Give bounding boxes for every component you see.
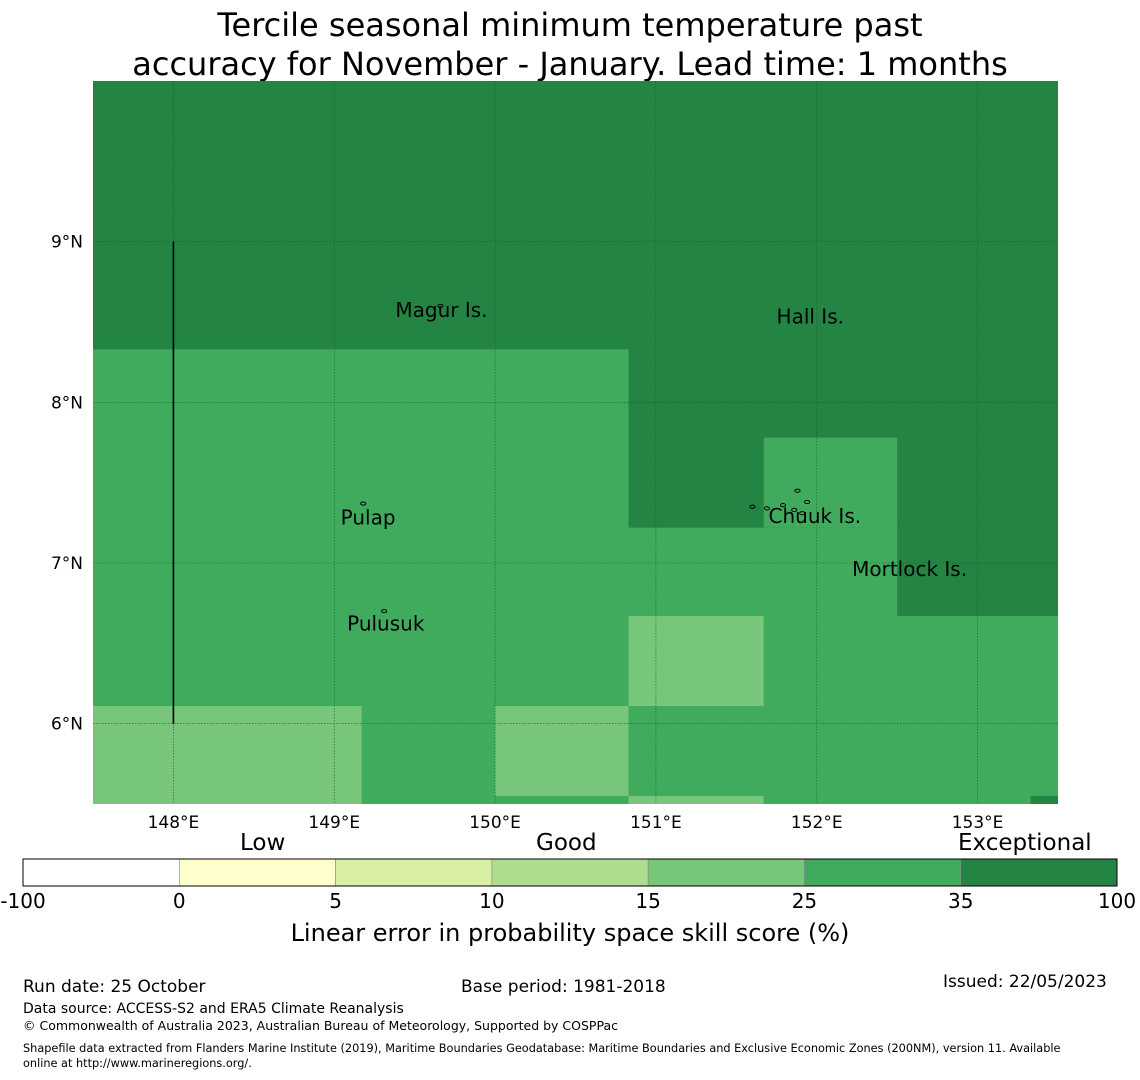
colorbar-header-low: Low — [240, 830, 286, 856]
skill-cell-good — [628, 795, 764, 804]
colorbar-tick-label: 100 — [1097, 889, 1137, 913]
colorbar-tick-label: -100 — [0, 889, 46, 913]
colorbar-header-good: Good — [536, 830, 597, 856]
place-label: Mortlock Is. — [852, 557, 967, 581]
colorbar-segment — [491, 858, 649, 887]
graticule — [93, 81, 1058, 804]
colorbar-segment — [335, 858, 493, 887]
latitude-tick-label: 9°N — [51, 233, 83, 253]
longitude-tick-label: 151°E — [630, 813, 682, 830]
skill-cells — [93, 81, 1058, 804]
colorbar-tick-label: 35 — [947, 889, 974, 913]
place-label: Magur Is. — [395, 298, 487, 322]
colorbar-frame — [22, 858, 1118, 887]
colorbar-header-exceptional: Exceptional — [958, 830, 1092, 856]
skill-cell-good — [93, 705, 362, 804]
latitude-tick-label: 6°N — [51, 715, 83, 735]
colorbar-tick-label: 15 — [635, 889, 661, 913]
place-label: Chuuk Is. — [769, 504, 862, 528]
island-outlines — [360, 303, 811, 614]
run-date: Run date: 25 October — [23, 977, 206, 997]
colorbar-segments — [22, 858, 1118, 887]
skill-map: Magur Is. Hall Is. Pulap Chuuk Is. Mortlock … — [51, 81, 1058, 830]
longitude-tick-label: 149°E — [308, 813, 360, 830]
island-outline — [749, 504, 756, 509]
island-outline — [360, 501, 367, 506]
colorbar-tick-label: 10 — [479, 889, 505, 913]
skill-cell-good-high — [897, 616, 1058, 804]
latitude-tick-label: 7°N — [51, 554, 83, 574]
shapefile-note-line-2: online at http://www.marineregions.org/. — [23, 1057, 252, 1070]
shapefile-note-line-1: Shapefile data extracted from Flanders M… — [23, 1042, 1061, 1055]
island-outline — [804, 499, 811, 505]
island-outline — [779, 503, 787, 508]
skill-cell-exceptional — [1030, 795, 1058, 804]
colorbar-label: Linear error in probability space skill … — [290, 919, 850, 947]
island-outline — [791, 507, 798, 513]
longitude-tick-label: 153°E — [952, 813, 1004, 830]
colorbar-segment — [960, 858, 1118, 887]
copyright: © Commonwealth of Australia 2023, Austra… — [23, 1018, 618, 1033]
colorbar-segment — [804, 858, 962, 887]
island-outline — [381, 609, 388, 614]
colorbar-tick-label: 5 — [329, 889, 342, 913]
island-outline — [794, 488, 801, 493]
axis-tick-labels: 148°E 149°E 150°E 151°E 152°E 153°E 9°N 8°N 7°N 6… — [51, 233, 1003, 830]
skill-cell-good-high — [763, 437, 898, 528]
colorbar-segment — [178, 858, 336, 887]
skill-cell-good — [628, 616, 764, 706]
place-labels: Magur Is. Hall Is. Pulap Chuuk Is. Mortlock … — [341, 298, 967, 635]
place-label: Pulap — [341, 505, 396, 529]
chart-title-line-2: accuracy for November - January. Lead ti… — [132, 45, 1008, 83]
place-label: Pulusuk — [347, 611, 425, 635]
longitude-tick-label: 150°E — [469, 813, 521, 830]
longitude-tick-label: 148°E — [148, 813, 200, 830]
colorbar-segment — [647, 858, 805, 887]
island-outline — [763, 506, 770, 511]
colorbar-segment — [22, 858, 180, 887]
base-period: Base period: 1981-2018 — [461, 977, 666, 997]
skill-cell-good — [495, 705, 629, 796]
colorbar-tick-label: 25 — [791, 889, 818, 913]
island-outline — [799, 511, 806, 516]
chart-title-line-1: Tercile seasonal minimum temperature pas… — [217, 6, 923, 44]
place-label: Hall Is. — [777, 305, 844, 329]
issued-date: Issued: 22/05/2023 — [943, 972, 1107, 992]
island-outline — [437, 303, 444, 309]
colorbar — [22, 858, 1118, 887]
colorbar-tick-label: 0 — [172, 889, 186, 913]
latitude-tick-label: 8°N — [51, 393, 83, 413]
longitude-tick-label: 152°E — [791, 813, 843, 830]
data-source: Data source: ACCESS-S2 and ERA5 Climate … — [23, 1001, 404, 1017]
